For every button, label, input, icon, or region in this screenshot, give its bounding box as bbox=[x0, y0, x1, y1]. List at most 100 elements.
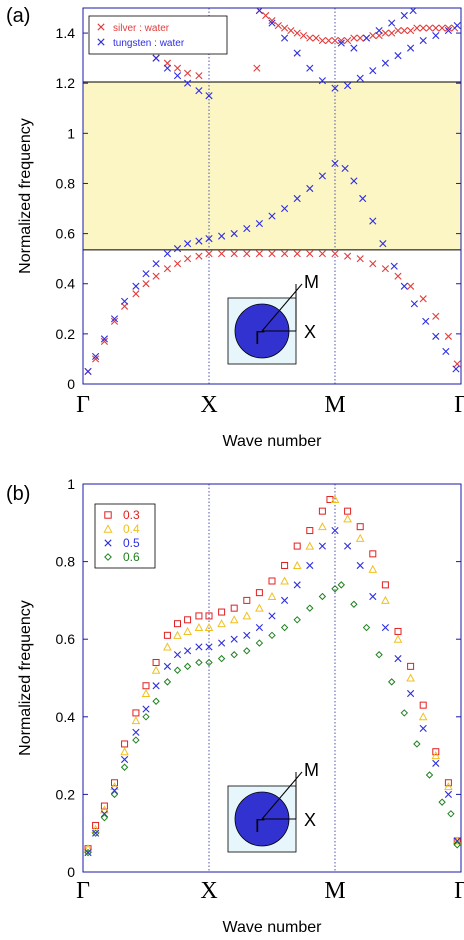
x-tick-label: Γ bbox=[454, 878, 464, 904]
data-point bbox=[218, 639, 226, 647]
legend-marker bbox=[104, 511, 112, 519]
data-point bbox=[431, 751, 441, 760]
y-tick-label: 0.4 bbox=[56, 276, 76, 292]
data-point bbox=[183, 662, 192, 671]
data-point bbox=[217, 654, 226, 663]
data-point bbox=[394, 52, 402, 60]
data-point bbox=[444, 332, 452, 340]
data-point bbox=[173, 245, 182, 253]
data-point bbox=[442, 347, 450, 356]
data-point bbox=[344, 507, 352, 515]
data-point bbox=[306, 64, 314, 72]
data-point bbox=[444, 790, 452, 798]
data-point bbox=[110, 782, 119, 791]
data-point bbox=[268, 16, 276, 25]
data-point bbox=[369, 217, 377, 225]
data-point bbox=[419, 295, 427, 303]
data-point bbox=[407, 662, 415, 670]
inset-label-m: M bbox=[304, 760, 319, 780]
inset-label-m: M bbox=[304, 272, 319, 292]
data-point bbox=[381, 623, 389, 632]
data-point bbox=[183, 240, 192, 248]
data-point bbox=[243, 631, 251, 639]
data-point bbox=[318, 172, 326, 180]
data-point bbox=[453, 837, 461, 845]
data-point bbox=[205, 92, 213, 100]
data-point bbox=[453, 841, 461, 849]
data-point bbox=[280, 576, 289, 585]
data-point bbox=[318, 542, 326, 550]
legend-marker bbox=[97, 38, 105, 46]
data-point bbox=[362, 623, 371, 632]
data-point bbox=[438, 798, 446, 806]
inset-label-x: X bbox=[304, 322, 316, 342]
data-point bbox=[255, 623, 263, 632]
data-point bbox=[381, 59, 389, 67]
data-point bbox=[173, 64, 182, 72]
data-point bbox=[356, 34, 364, 42]
legend-box bbox=[88, 15, 228, 55]
legend-marker bbox=[97, 23, 105, 31]
data-point bbox=[419, 24, 427, 32]
y-tick-label: 0.8 bbox=[56, 175, 76, 191]
data-point bbox=[120, 297, 129, 305]
data-point bbox=[218, 232, 226, 240]
data-point bbox=[394, 655, 402, 663]
data-point bbox=[110, 317, 119, 325]
data-point bbox=[344, 36, 352, 45]
data-point bbox=[305, 541, 315, 550]
data-point bbox=[287, 26, 295, 35]
data-point bbox=[419, 701, 427, 709]
y-axis-title: Normalized frequency bbox=[17, 118, 34, 274]
data-point bbox=[318, 250, 326, 258]
data-point bbox=[195, 612, 203, 620]
data-point bbox=[293, 250, 301, 258]
data-point bbox=[306, 184, 314, 193]
data-point bbox=[306, 527, 314, 535]
data-point bbox=[356, 523, 364, 531]
data-point bbox=[280, 623, 289, 632]
data-point bbox=[369, 592, 377, 601]
plot-frame bbox=[82, 483, 462, 873]
data-point bbox=[92, 821, 100, 829]
data-point bbox=[120, 763, 129, 771]
legend-label: tungsten : water bbox=[113, 38, 185, 49]
data-point bbox=[337, 39, 345, 47]
data-point bbox=[152, 697, 160, 705]
data-point bbox=[268, 577, 276, 585]
data-point bbox=[163, 678, 172, 686]
data-point bbox=[331, 585, 339, 593]
data-point bbox=[281, 24, 289, 32]
data-point bbox=[369, 550, 377, 558]
data-point bbox=[229, 615, 239, 624]
data-point bbox=[281, 596, 289, 604]
data-point bbox=[410, 300, 418, 308]
data-point bbox=[368, 564, 378, 573]
data-point bbox=[183, 79, 192, 87]
data-point bbox=[92, 829, 100, 837]
data-point bbox=[163, 662, 172, 670]
data-point bbox=[243, 250, 251, 258]
data-point bbox=[274, 21, 282, 30]
data-point bbox=[205, 250, 213, 258]
data-point bbox=[344, 542, 352, 550]
y-tick-label: 1.2 bbox=[56, 75, 76, 91]
data-point bbox=[194, 623, 204, 632]
data-point bbox=[419, 724, 427, 733]
data-point bbox=[425, 771, 434, 779]
data-point bbox=[163, 631, 171, 639]
data-point bbox=[407, 282, 415, 290]
data-point bbox=[425, 24, 434, 32]
data-point bbox=[253, 64, 261, 72]
data-point bbox=[413, 740, 421, 748]
data-point bbox=[293, 49, 301, 57]
data-point bbox=[400, 11, 408, 20]
data-point bbox=[243, 596, 251, 604]
x-tick-label: Γ bbox=[76, 878, 90, 904]
data-point bbox=[163, 250, 172, 258]
data-point bbox=[381, 595, 390, 604]
band-gap-region bbox=[83, 81, 461, 250]
data-point bbox=[131, 716, 141, 725]
data-point bbox=[230, 250, 238, 258]
data-point bbox=[281, 561, 289, 569]
